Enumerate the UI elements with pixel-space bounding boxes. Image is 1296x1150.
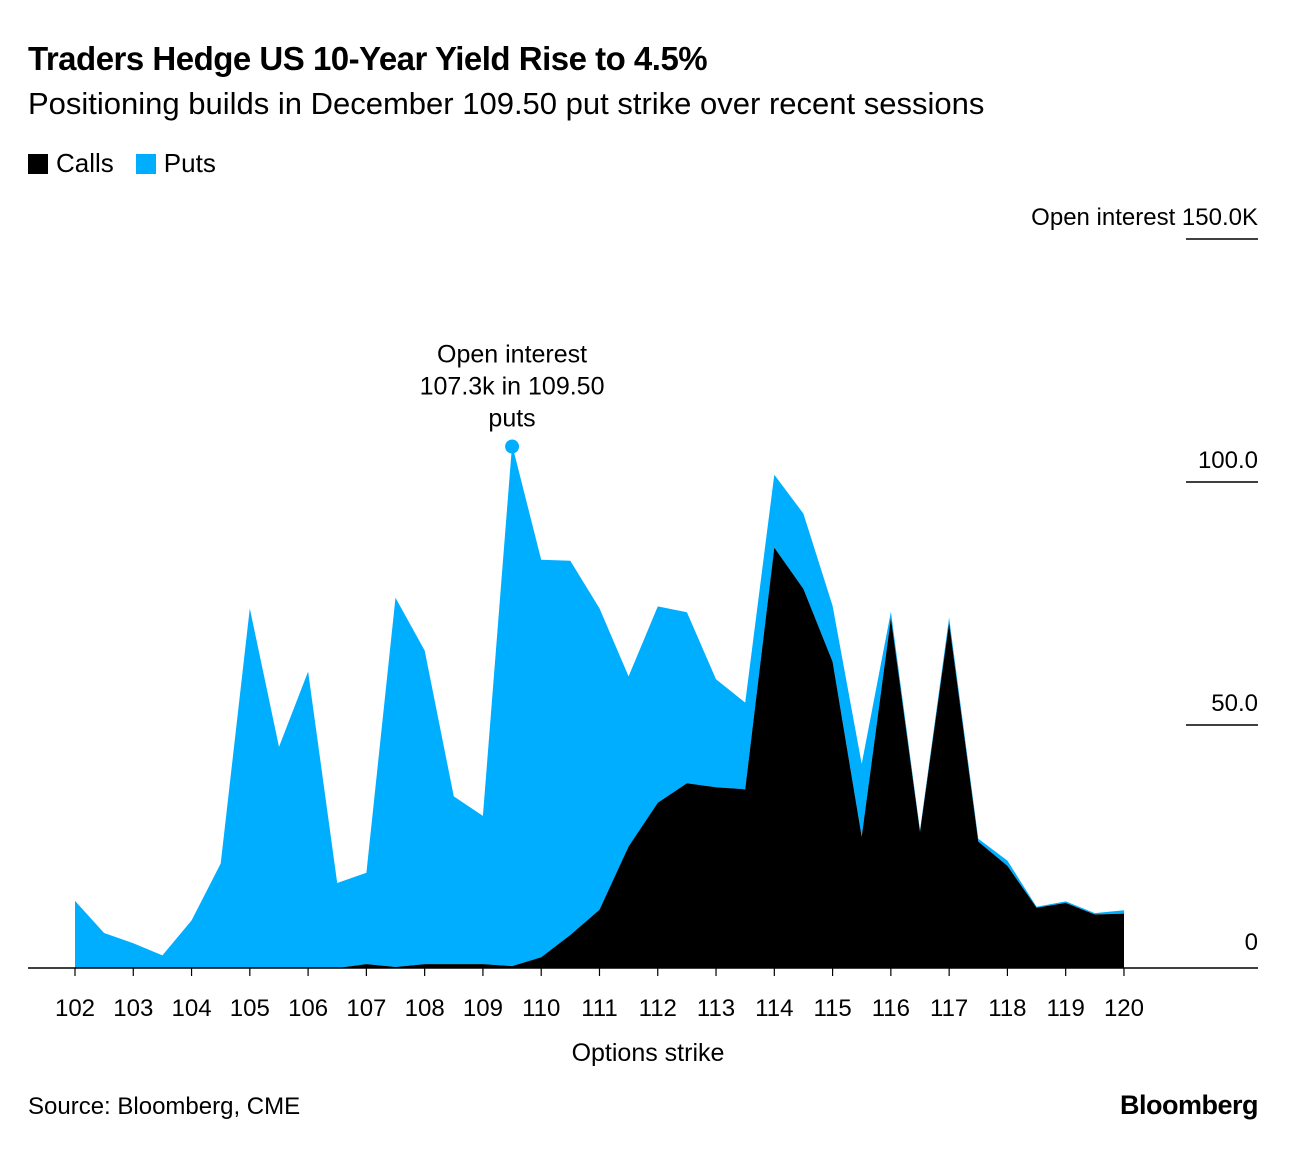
chart-subtitle: Positioning builds in December 109.50 pu…: [28, 86, 985, 121]
x-tick-label-102: 102: [55, 995, 95, 1022]
legend-swatch-puts: [135, 153, 156, 174]
x-tick-label-109: 109: [463, 995, 503, 1022]
legend-label-calls: Calls: [56, 148, 114, 178]
y-tick-label-50: 50.0: [1211, 690, 1258, 717]
legend-item-puts: Puts: [135, 148, 216, 179]
y-tick-label-150: Open interest 150.0K: [1031, 204, 1258, 231]
puts-area: [75, 444, 1124, 969]
legend-label-puts: Puts: [163, 148, 216, 178]
x-tick-label-106: 106: [288, 995, 328, 1022]
x-tick-label-120: 120: [1104, 995, 1144, 1022]
legend-swatch-calls: [28, 153, 48, 174]
x-tick-label-107: 107: [346, 995, 386, 1022]
x-tick-label-111: 111: [581, 995, 617, 1022]
x-tick-label-105: 105: [230, 995, 270, 1022]
x-tick-label-117: 117: [930, 995, 968, 1022]
x-tick-label-118: 118: [988, 995, 1026, 1022]
x-tick-label-116: 116: [872, 995, 910, 1022]
x-tick-label-104: 104: [172, 995, 212, 1022]
chart-title: Traders Hedge US 10-Year Yield Rise to 4…: [28, 40, 708, 77]
annotation-marker: [505, 439, 520, 454]
x-tick-label-110: 110: [522, 995, 560, 1022]
legend: Calls Puts: [28, 148, 238, 179]
x-tick-label-112: 112: [639, 995, 677, 1022]
x-tick-label-114: 114: [755, 995, 793, 1022]
annotation-line-2: 107.3k in 109.50: [420, 373, 605, 401]
x-tick-label-119: 119: [1047, 995, 1085, 1022]
x-tick-label-108: 108: [405, 995, 445, 1022]
x-tick-label-103: 103: [113, 995, 153, 1022]
source-note: Source: Bloomberg, CME: [28, 1093, 301, 1120]
annotation-line-3: puts: [488, 405, 535, 433]
x-tick-label-115: 115: [813, 995, 851, 1022]
annotation-line-1: Open interest: [437, 341, 587, 369]
x-tick-label-113: 113: [697, 995, 735, 1022]
bloomberg-logo: Bloomberg: [1119, 1090, 1259, 1120]
calls-area: [75, 547, 1124, 968]
y-tick-label-100: 100.0: [1198, 447, 1258, 474]
legend-item-calls: Calls: [28, 148, 114, 179]
y-tick-label-0: 0: [1245, 929, 1258, 956]
x-axis-label: Options strike: [572, 1039, 725, 1067]
